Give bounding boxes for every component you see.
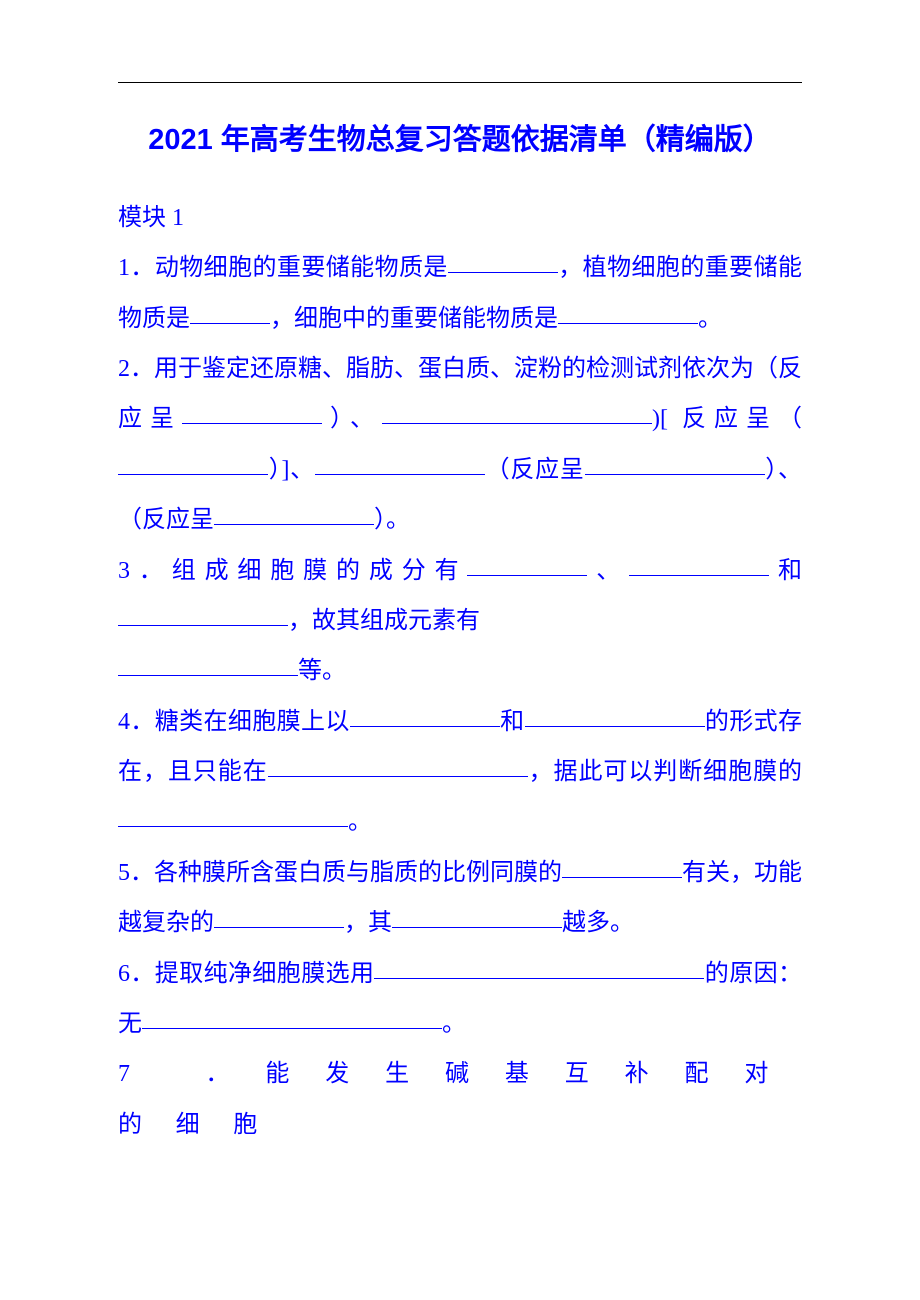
q2-text-4: ）]、: [268, 457, 315, 483]
q5-text-1: 5．各种膜所含蛋白质与脂质的比例同膜的: [118, 860, 562, 886]
q7-text-1: 7 ．能发生碱基互补配对的细胞: [118, 1061, 802, 1137]
q1-text-1: 1．动物细胞的重要储能物质是: [118, 255, 448, 281]
blank: [374, 955, 704, 979]
question-4: 4．糖类在细胞膜上以和的形式存在，且只能在，据此可以判断细胞膜的。: [118, 697, 802, 848]
q4-text-5: 。: [348, 809, 372, 835]
blank: [118, 451, 268, 475]
q5-text-3: ，其: [344, 910, 392, 936]
q3-text-1: 3．组成细胞膜的成分有: [118, 558, 467, 584]
blank: [315, 451, 485, 475]
document-title: 2021 年高考生物总复习答题依据清单（精编版）: [118, 109, 802, 173]
q2-text-7: ）。: [374, 507, 410, 533]
q6-text-3: 。: [442, 1011, 466, 1037]
q3-text-5: 等。: [298, 658, 346, 684]
question-7: 7 ．能发生碱基互补配对的细胞: [118, 1049, 802, 1150]
q4-text-2: 和: [500, 709, 525, 735]
question-1: 1．动物细胞的重要储能物质是，植物细胞的重要储能物质是，细胞中的重要储能物质是。: [118, 243, 802, 344]
q2-text-2: ）、: [322, 406, 382, 432]
blank: [558, 300, 698, 324]
q3-text-4: ，故其组成元素有: [288, 608, 480, 634]
document-page: 2021 年高考生物总复习答题依据清单（精编版） 模块 1 1．动物细胞的重要储…: [0, 0, 920, 1210]
blank: [525, 703, 705, 727]
section-header: 模块 1: [118, 193, 802, 243]
q5-text-4: 越多。: [562, 910, 634, 936]
blank: [467, 552, 587, 576]
blank: [118, 652, 298, 676]
question-3: 3．组成细胞膜的成分有 、 和 ，故其组成元素有: [118, 546, 802, 647]
question-3-line2: 等。: [118, 646, 802, 696]
blank: [118, 803, 348, 827]
q1-text-3: ，细胞中的重要储能物质是: [270, 306, 558, 332]
blank: [214, 904, 344, 928]
blank: [142, 1005, 442, 1029]
blank: [562, 854, 682, 878]
q2-text-3: )[ 反应呈（: [652, 406, 802, 432]
top-horizontal-rule: [118, 82, 802, 83]
question-6: 6．提取纯净细胞膜选用的原因：无。: [118, 949, 802, 1050]
blank: [448, 249, 558, 273]
blank: [350, 703, 500, 727]
question-5: 5．各种膜所含蛋白质与脂质的比例同膜的有关，功能越复杂的，其越多。: [118, 848, 802, 949]
q4-text-1: 4．糖类在细胞膜上以: [118, 709, 350, 735]
q3-text-2: 、: [587, 558, 629, 584]
blank: [585, 451, 765, 475]
q2-text-5: （反应呈: [485, 457, 585, 483]
blank: [118, 602, 288, 626]
blank: [182, 400, 322, 424]
blank: [392, 904, 562, 928]
question-2: 2．用于鉴定还原糖、脂肪、蛋白质、淀粉的检测试剂依次为（反应呈）、)[ 反应呈（…: [118, 344, 802, 546]
blank: [190, 300, 270, 324]
q4-text-4: ，据此可以判断细胞膜的: [528, 759, 802, 785]
blank: [214, 501, 374, 525]
blank: [629, 552, 769, 576]
blank: [382, 400, 652, 424]
q1-text-4: 。: [698, 306, 722, 332]
blank: [268, 753, 528, 777]
q3-text-3: 和: [769, 558, 802, 584]
q6-text-1: 6．提取纯净细胞膜选用: [118, 961, 374, 987]
